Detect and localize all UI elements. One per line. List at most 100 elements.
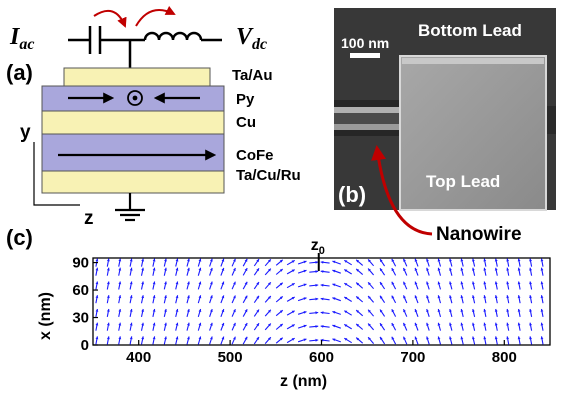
magnetization-arrow-head [332,297,336,300]
magnetization-arrow-head [332,283,336,287]
magnetization-arrow-head [483,295,487,299]
magnetization-arrow-head [279,337,283,341]
magnetization-arrow-head [141,267,145,271]
magnetization-arrow-head [449,281,452,285]
magnetization-arrow-head [529,322,532,326]
magnetization-arrow-head [106,336,110,340]
magnetization-arrow-head [368,296,371,299]
magnetization-arrow-head [391,295,395,299]
magnetization-arrow-head [403,309,406,313]
magnetization-arrow-head [494,281,498,285]
magnetization-arrow-head [118,322,122,326]
magnetization-arrow-head [426,322,429,326]
magnetization-arrow-head [472,336,475,340]
label-py: Py [236,91,255,108]
magnetization-arrow-head [460,258,464,262]
magnetization-arrow-head [164,322,167,326]
magnetization-arrow-head [320,260,324,264]
magnetization-arrow-head [391,281,395,285]
x-tick-label: 800 [492,349,517,366]
magnetization-arrow-head [210,258,213,262]
magnetization-arrow-head [187,309,190,312]
magnetization-arrow-head [437,322,441,326]
x-axis-title: z (nm) [280,373,327,390]
magnetization-arrow-head [187,336,190,340]
magnetization-arrow-head [414,322,418,326]
magnetization-arrow-head [221,322,225,326]
magnetization-arrow-head [303,260,307,264]
magnetization-arrow-head [483,267,487,271]
magnetization-arrow-head [106,281,110,285]
magnetization-arrow-head [540,267,544,271]
magnetization-arrow-head [198,267,202,271]
y-tick-label: 60 [72,282,89,299]
magnetization-arrow-head [221,258,225,262]
magnetization-arrow-head [303,324,307,328]
dc-flow-arrow [135,5,176,27]
layer-stack [41,67,225,194]
label-ta-cu-ru: Ta/Cu/Ru [236,167,301,184]
magnetization-arrow-head [279,282,283,286]
magnetization-arrow-head [472,281,475,285]
magnetization-arrow-head [244,336,248,340]
y-tick-label: 30 [72,310,89,327]
scale-bar [350,53,380,58]
magnetization-arrow-head [175,258,179,262]
magnetization-arrow-head [187,322,190,326]
magnetization-arrow-head [368,282,371,286]
magnetization-arrow-head [164,336,167,340]
magnetization-arrow-head [291,269,295,273]
magnetization-arrow-head [268,282,271,286]
magnetization-arrow-head [291,297,295,300]
magnetization-arrow-head [426,309,429,312]
magnetization-arrow-head [368,309,371,313]
magnetization-arrow-head [291,283,295,286]
magnetization-arrow-head [517,295,521,299]
magnetization-arrow-head [233,336,236,340]
magnetization-arrow-head [244,309,248,313]
capacitor [68,26,145,54]
magnetization-arrow-head [344,283,348,286]
magnetization-arrow-head [460,309,464,312]
magnetization-arrow-head [437,295,441,299]
magnetization-arrow-head [368,259,371,263]
ac-flow-arrow [93,9,127,28]
magnetization-arrow-head [344,324,348,327]
magnetization-arrow-head [483,336,487,340]
magnetization-arrow-head [356,268,360,272]
magnetization-arrow-head [356,259,360,263]
magnetization-arrow-head [414,336,418,340]
magnetization-arrow-head [244,258,248,262]
magnetization-arrow-head [320,297,324,301]
magnetization-arrow-head [291,338,295,341]
magnetization-arrow-head [256,309,259,313]
panel-a: Iac Vdc (a) [6,5,301,229]
label-cu: Cu [236,114,256,131]
magnetization-arrow-head [391,309,395,313]
magnetization-arrow-head [414,267,418,271]
magnetization-arrow-head [414,258,418,262]
magnetization-arrow-head [129,336,133,340]
magnetization-arrow-head [332,338,336,342]
magnetization-arrow-head [152,322,156,326]
magnetization-arrow-head [529,295,532,299]
magnetization-arrow-head [210,336,213,340]
magnetization-arrow-head [303,297,307,300]
vdc-label: Vdc [236,24,267,53]
magnetization-arrow-head [529,336,532,340]
magnetization-arrow-head [356,310,360,313]
magnetization-arrow-head [129,309,133,312]
magnetization-arrow-head [529,258,532,262]
magnetization-arrow-head [529,281,532,285]
magnetization-arrow-head [198,295,202,299]
magnetization-arrow-head [506,258,510,262]
magnetization-arrow-head [279,323,283,327]
magnetization-arrow-head [483,309,487,312]
magnetization-arrow-head [164,258,167,262]
magnetization-arrow-head [141,258,145,262]
magnetization-arrow-head [426,281,429,285]
magnetization-arrow-head [437,267,441,271]
magnetization-arrow-head [529,267,532,271]
axis-y-letter: y [20,122,31,143]
magnetization-arrow-head [449,267,452,271]
